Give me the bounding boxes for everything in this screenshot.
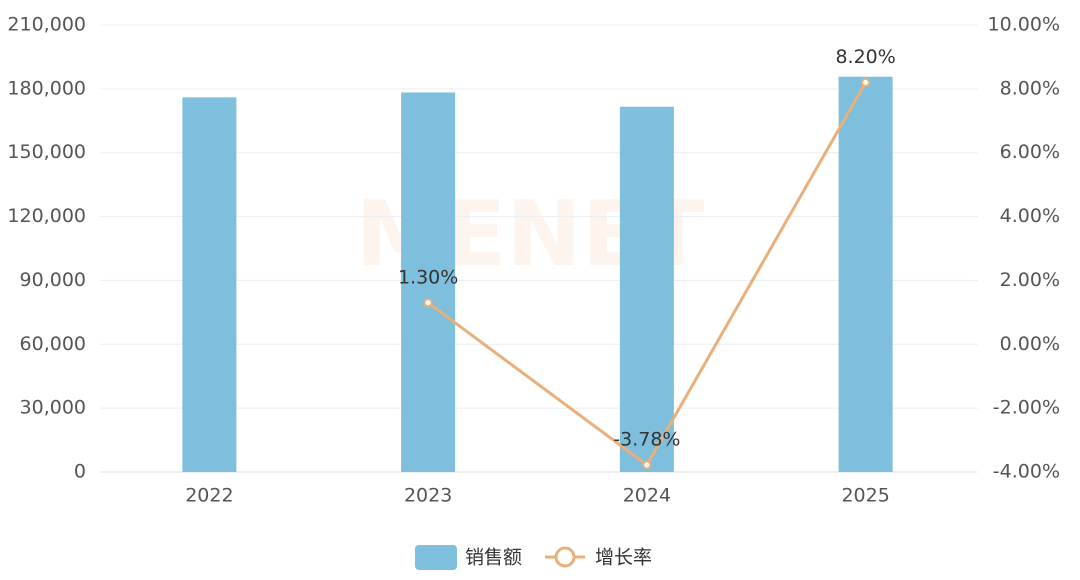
x-tick-label: 2025: [841, 485, 889, 507]
data-label: 1.30%: [398, 266, 458, 288]
y-tick-label: 180,000: [7, 77, 86, 99]
y2-tick-label: 10.00%: [988, 14, 1060, 36]
y2-tick-label: 0.00%: [1000, 333, 1060, 355]
data-label: -3.78%: [613, 428, 680, 450]
bar: [838, 76, 893, 472]
bar: [401, 92, 456, 473]
data-label: 8.20%: [835, 46, 895, 68]
x-tick-label: 2024: [623, 485, 671, 507]
y-tick-label: 210,000: [7, 14, 86, 36]
y-tick-label: 150,000: [7, 141, 86, 163]
line-point: [861, 77, 871, 87]
y2-tick-label: 8.00%: [1000, 77, 1060, 99]
legend-label: 销售额: [465, 547, 522, 569]
y2-tick-label: 2.00%: [1000, 269, 1060, 291]
y-tick-label: 120,000: [7, 205, 86, 227]
bar: [182, 97, 237, 472]
y2-tick-label: 4.00%: [1000, 205, 1060, 227]
line-point: [423, 298, 433, 308]
line-point: [642, 460, 652, 470]
y-tick-label: 30,000: [20, 397, 86, 419]
x-tick-label: 2023: [404, 485, 452, 507]
y-tick-label: 60,000: [20, 333, 86, 355]
bar: [619, 106, 674, 472]
x-tick-label: 2022: [185, 485, 233, 507]
y2-tick-label: -2.00%: [993, 397, 1060, 419]
legend-label: 增长率: [595, 547, 652, 569]
y-tick-label: 90,000: [20, 269, 86, 291]
y2-tick-label: 6.00%: [1000, 141, 1060, 163]
y2-tick-label: -4.00%: [993, 461, 1060, 483]
y-tick-label: 0: [74, 461, 86, 483]
legend-swatch: [415, 545, 457, 570]
legend-swatch: [554, 546, 576, 568]
